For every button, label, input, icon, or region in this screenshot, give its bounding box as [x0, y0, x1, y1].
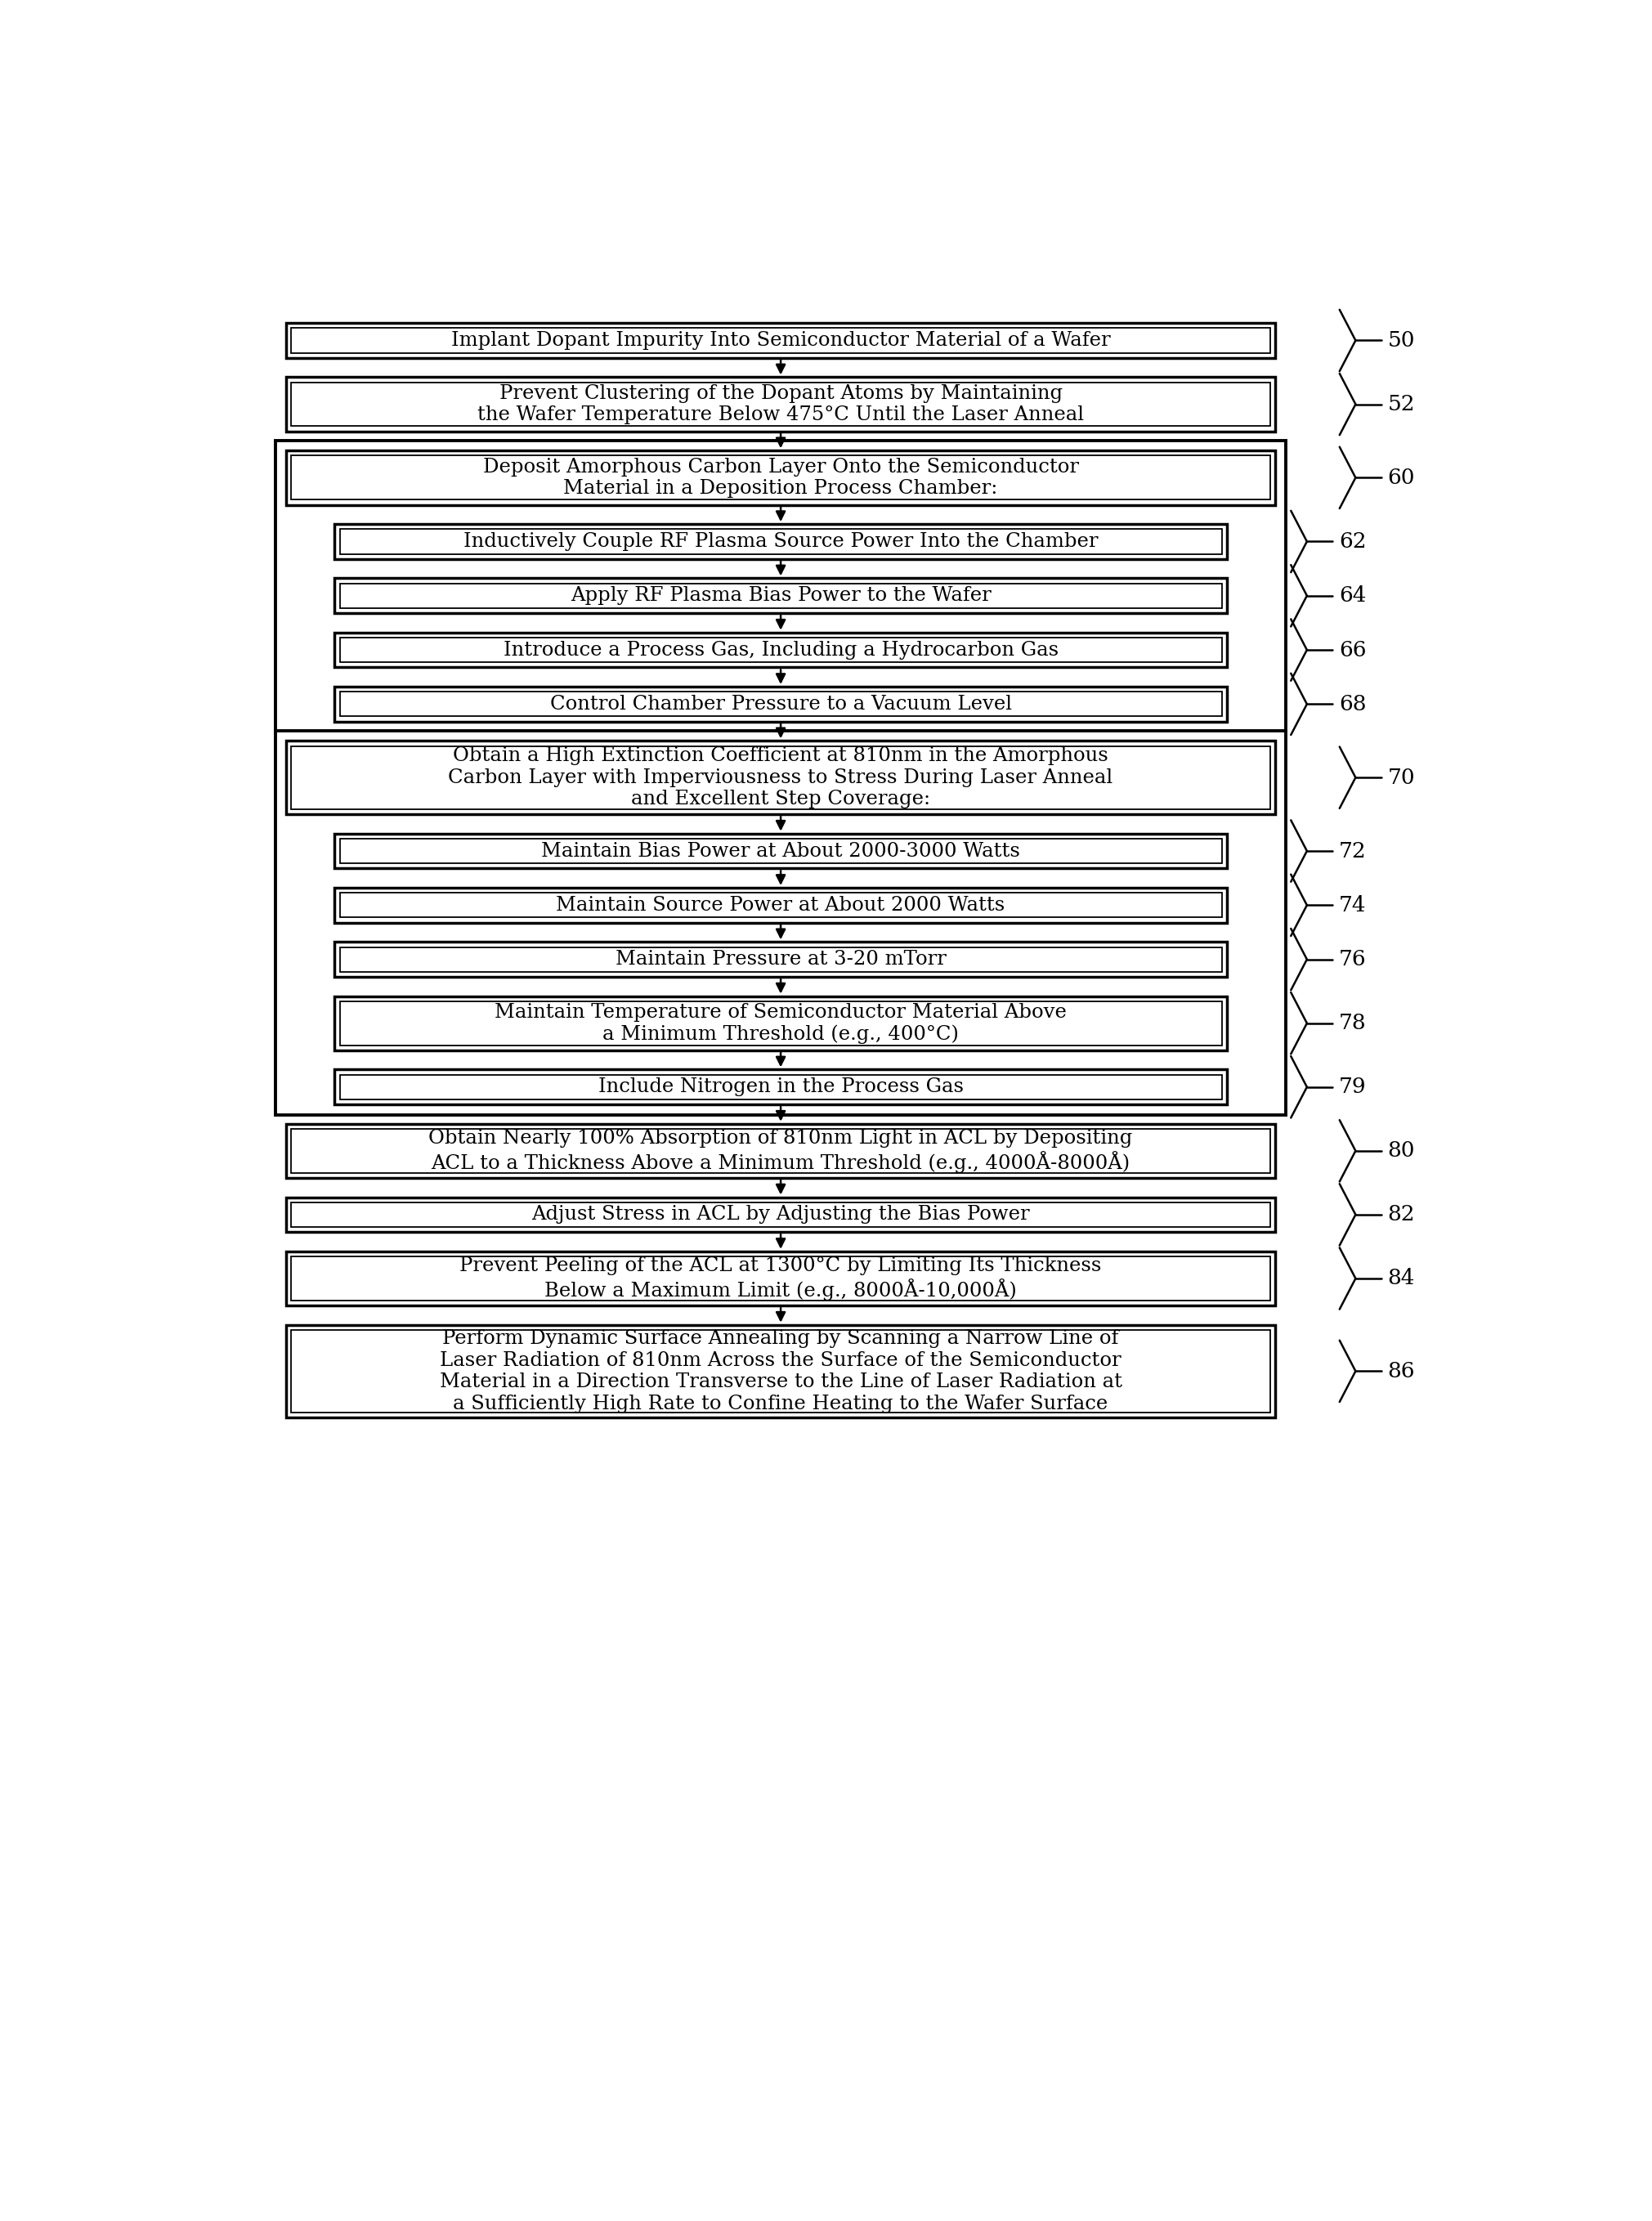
Bar	[340, 529, 1222, 553]
Bar	[291, 455, 1270, 500]
Bar	[291, 382, 1270, 426]
Text: 76: 76	[1338, 948, 1366, 971]
Text: Apply RF Plasma Bias Power to the Wafer: Apply RF Plasma Bias Power to the Wafer	[570, 586, 991, 604]
Text: Obtain Nearly 100% Absorption of 810nm Light in ACL by Depositing
ACL to a Thick: Obtain Nearly 100% Absorption of 810nm L…	[428, 1128, 1133, 1173]
Text: 72: 72	[1338, 842, 1366, 862]
Bar	[340, 893, 1222, 917]
Text: Deposit Amorphous Carbon Layer Onto the Semiconductor
Material in a Deposition P: Deposit Amorphous Carbon Layer Onto the …	[482, 458, 1079, 498]
Text: 66: 66	[1338, 640, 1366, 660]
Bar	[334, 995, 1227, 1051]
Bar	[276, 731, 1285, 1115]
Bar	[340, 584, 1222, 609]
Text: Maintain Bias Power at About 2000-3000 Watts: Maintain Bias Power at About 2000-3000 W…	[542, 842, 1021, 860]
Text: Prevent Peeling of the ACL at 1300°C by Limiting Its Thickness
Below a Maximum L: Prevent Peeling of the ACL at 1300°C by …	[459, 1257, 1102, 1302]
Bar	[334, 942, 1227, 977]
Text: 86: 86	[1388, 1361, 1416, 1381]
Text: Maintain Pressure at 3-20 mTorr: Maintain Pressure at 3-20 mTorr	[615, 951, 947, 968]
Bar	[276, 440, 1285, 733]
Text: Implant Dopant Impurity Into Semiconductor Material of a Wafer: Implant Dopant Impurity Into Semiconduct…	[451, 331, 1110, 351]
Text: 60: 60	[1388, 466, 1416, 489]
Bar	[340, 1002, 1222, 1046]
Text: 82: 82	[1388, 1204, 1416, 1224]
Bar	[291, 1330, 1270, 1413]
Bar	[291, 329, 1270, 353]
Bar	[340, 946, 1222, 973]
Text: Control Chamber Pressure to a Vacuum Level: Control Chamber Pressure to a Vacuum Lev…	[550, 695, 1011, 713]
Text: 84: 84	[1388, 1268, 1416, 1288]
Bar	[340, 637, 1222, 662]
Bar	[334, 524, 1227, 560]
Bar	[291, 746, 1270, 808]
Text: 52: 52	[1388, 393, 1416, 415]
Bar	[334, 577, 1227, 613]
Text: 78: 78	[1338, 1013, 1366, 1033]
Bar	[334, 686, 1227, 722]
Text: Prevent Clustering of the Dopant Atoms by Maintaining
the Wafer Temperature Belo: Prevent Clustering of the Dopant Atoms b…	[477, 384, 1084, 424]
Bar	[334, 633, 1227, 666]
Text: 74: 74	[1338, 895, 1366, 915]
Bar	[334, 833, 1227, 868]
Bar	[340, 691, 1222, 717]
Text: Obtain a High Extinction Coefficient at 810nm in the Amorphous
Carbon Layer with: Obtain a High Extinction Coefficient at …	[448, 746, 1113, 808]
Bar	[291, 1202, 1270, 1226]
Text: Maintain Temperature of Semiconductor Material Above
a Minimum Threshold (e.g., : Maintain Temperature of Semiconductor Ma…	[494, 1002, 1067, 1044]
Bar	[291, 1128, 1270, 1173]
Text: 50: 50	[1388, 331, 1416, 351]
Text: Include Nitrogen in the Process Gas: Include Nitrogen in the Process Gas	[598, 1077, 963, 1097]
Bar	[286, 1324, 1275, 1417]
Bar	[286, 742, 1275, 815]
Bar	[340, 1075, 1222, 1099]
Text: 80: 80	[1388, 1142, 1416, 1162]
Bar	[286, 322, 1275, 358]
Text: 79: 79	[1338, 1077, 1366, 1097]
Bar	[286, 451, 1275, 504]
Bar	[286, 1197, 1275, 1233]
Bar	[291, 1257, 1270, 1302]
Bar	[286, 1124, 1275, 1177]
Bar	[340, 840, 1222, 864]
Text: 68: 68	[1338, 693, 1366, 715]
Text: Adjust Stress in ACL by Adjusting the Bias Power: Adjust Stress in ACL by Adjusting the Bi…	[532, 1206, 1029, 1224]
Text: Perform Dynamic Surface Annealing by Scanning a Narrow Line of
Laser Radiation o: Perform Dynamic Surface Annealing by Sca…	[439, 1328, 1122, 1413]
Text: Maintain Source Power at About 2000 Watts: Maintain Source Power at About 2000 Watt…	[557, 895, 1004, 915]
Bar	[286, 1250, 1275, 1306]
Text: 70: 70	[1388, 766, 1416, 788]
Text: Inductively Couple RF Plasma Source Power Into the Chamber: Inductively Couple RF Plasma Source Powe…	[463, 533, 1099, 551]
Bar	[334, 888, 1227, 922]
Text: Introduce a Process Gas, Including a Hydrocarbon Gas: Introduce a Process Gas, Including a Hyd…	[504, 640, 1059, 660]
Bar	[286, 378, 1275, 431]
Bar	[334, 1071, 1227, 1104]
Text: 64: 64	[1338, 586, 1366, 606]
Text: 62: 62	[1338, 531, 1366, 551]
